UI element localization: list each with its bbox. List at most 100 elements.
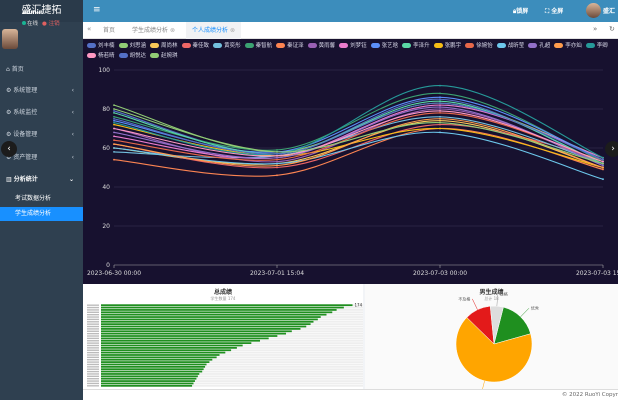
data-point[interactable] bbox=[113, 127, 115, 130]
legend-item[interactable]: 孔超 bbox=[528, 41, 550, 51]
data-point[interactable] bbox=[602, 160, 604, 163]
sidebar-item-home[interactable]: ⌂ 首页 bbox=[0, 61, 83, 79]
data-point[interactable] bbox=[439, 84, 441, 87]
series-line[interactable] bbox=[113, 102, 604, 161]
sidebar-item-device[interactable]: ⚙ 设备管理 ‹ bbox=[0, 126, 83, 144]
bar[interactable] bbox=[101, 380, 195, 382]
data-point[interactable] bbox=[113, 151, 115, 153]
menu-toggle-icon[interactable]: ≡ bbox=[93, 5, 101, 15]
data-point[interactable] bbox=[439, 117, 441, 120]
bar[interactable] bbox=[101, 370, 203, 373]
close-icon[interactable]: ⊗ bbox=[230, 27, 236, 34]
legend-item[interactable]: 杨若晴 bbox=[87, 51, 115, 61]
data-point[interactable] bbox=[439, 119, 441, 122]
legend-item[interactable]: 徐婉怡 bbox=[465, 41, 493, 51]
legend-item[interactable]: 李卿 bbox=[585, 41, 608, 51]
series-line[interactable] bbox=[113, 110, 604, 163]
data-point[interactable] bbox=[276, 158, 278, 161]
series-line[interactable] bbox=[113, 85, 604, 159]
data-point[interactable] bbox=[439, 108, 441, 110]
data-point[interactable] bbox=[113, 158, 115, 161]
bar[interactable] bbox=[101, 354, 220, 356]
data-point[interactable] bbox=[439, 115, 441, 118]
legend-item[interactable]: 黄奕彤 bbox=[213, 41, 241, 51]
bar[interactable] bbox=[101, 330, 292, 333]
tab-home[interactable]: 首页 bbox=[97, 22, 121, 39]
data-point[interactable] bbox=[113, 112, 115, 114]
refresh-icon[interactable]: ↻ bbox=[609, 25, 615, 33]
data-point[interactable] bbox=[276, 156, 278, 159]
bar[interactable] bbox=[101, 358, 213, 361]
data-point[interactable] bbox=[113, 139, 115, 142]
data-point[interactable] bbox=[113, 121, 115, 124]
sidebar-item-system[interactable]: ⚙ 系统管理 ‹ bbox=[0, 82, 83, 100]
bar[interactable] bbox=[101, 332, 287, 335]
bar[interactable] bbox=[101, 316, 321, 318]
data-point[interactable] bbox=[439, 123, 441, 126]
close-icon[interactable]: ⊗ bbox=[170, 27, 176, 34]
bar[interactable] bbox=[101, 313, 327, 316]
data-point[interactable] bbox=[439, 127, 441, 130]
data-point[interactable] bbox=[113, 115, 115, 118]
series-line[interactable] bbox=[113, 112, 604, 163]
bar[interactable] bbox=[101, 320, 314, 323]
bar[interactable] bbox=[101, 344, 243, 347]
tabs-scroll-right-icon[interactable]: » bbox=[593, 25, 598, 33]
bar[interactable] bbox=[101, 377, 197, 380]
data-point[interactable] bbox=[276, 152, 278, 155]
data-point[interactable] bbox=[113, 117, 115, 120]
sidebar-subitem-exam[interactable]: 考试数据分析 bbox=[15, 195, 52, 202]
legend-item[interactable]: 刘思涵 bbox=[118, 41, 146, 51]
data-point[interactable] bbox=[276, 149, 278, 151]
data-point[interactable] bbox=[276, 164, 278, 167]
bar[interactable] bbox=[101, 323, 311, 326]
bar[interactable] bbox=[101, 349, 232, 352]
tabs-scroll-left-icon[interactable]: « bbox=[87, 25, 92, 33]
bar[interactable] bbox=[101, 351, 226, 354]
data-point[interactable] bbox=[602, 156, 604, 159]
series-line[interactable] bbox=[113, 108, 604, 165]
app-logo[interactable]: 盛汇捷拓 bbox=[0, 0, 83, 22]
data-point[interactable] bbox=[439, 100, 441, 103]
series-line[interactable] bbox=[113, 124, 604, 169]
bar[interactable] bbox=[101, 309, 337, 311]
data-point[interactable] bbox=[113, 143, 115, 145]
data-point[interactable] bbox=[439, 110, 441, 112]
tab-personal-scores[interactable]: 个人成绩分析 ⊗ bbox=[186, 22, 242, 39]
data-point[interactable] bbox=[602, 178, 604, 181]
data-point[interactable] bbox=[276, 160, 278, 163]
bar[interactable] bbox=[101, 361, 210, 363]
tab-student-scores[interactable]: 学生成绩分析 ⊗ bbox=[126, 22, 181, 39]
sidebar-item-asset[interactable]: ⚙ 资产管理 ‹ bbox=[0, 149, 83, 167]
data-point[interactable] bbox=[602, 158, 604, 161]
data-point[interactable] bbox=[439, 104, 441, 106]
fullscreen-button[interactable]: ⛶ 全屏 bbox=[545, 6, 563, 16]
data-point[interactable] bbox=[439, 112, 441, 114]
legend-item[interactable]: 秦证泽 bbox=[276, 41, 304, 51]
data-point[interactable] bbox=[439, 131, 441, 134]
data-point[interactable] bbox=[113, 135, 115, 138]
bar[interactable] bbox=[101, 304, 353, 307]
data-point[interactable] bbox=[113, 104, 115, 106]
bar[interactable] bbox=[101, 356, 217, 359]
bar[interactable] bbox=[101, 335, 278, 337]
legend-item[interactable]: 黄雨馨 bbox=[307, 41, 335, 51]
pie-slice[interactable] bbox=[489, 305, 504, 345]
bar[interactable] bbox=[101, 363, 207, 366]
header-username[interactable]: 盛汇 bbox=[603, 8, 616, 15]
header-avatar[interactable] bbox=[586, 3, 601, 18]
data-point[interactable] bbox=[276, 154, 278, 157]
legend-item[interactable]: 李亦灿 bbox=[554, 41, 582, 51]
data-point[interactable] bbox=[439, 102, 441, 105]
data-point[interactable] bbox=[113, 119, 115, 122]
bar[interactable] bbox=[101, 337, 269, 340]
pie-slice[interactable] bbox=[455, 317, 533, 383]
series-line[interactable] bbox=[113, 100, 604, 165]
series-line[interactable] bbox=[113, 124, 604, 169]
data-point[interactable] bbox=[113, 123, 115, 126]
legend-item[interactable]: 刘梦钰 bbox=[339, 41, 367, 51]
bar[interactable] bbox=[101, 328, 301, 330]
bar[interactable] bbox=[101, 382, 194, 385]
bar[interactable] bbox=[101, 368, 204, 371]
legend-item[interactable]: 周尚林 bbox=[150, 41, 178, 51]
